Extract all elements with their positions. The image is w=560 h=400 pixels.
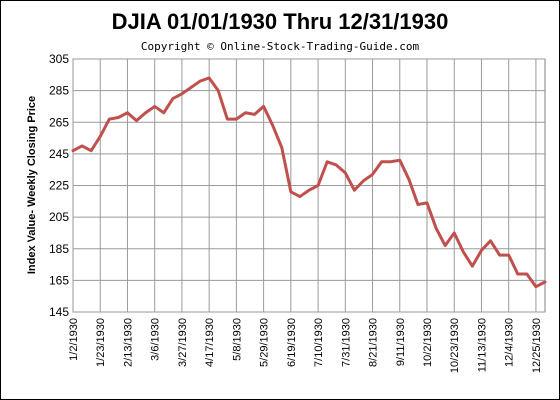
data-point — [316, 184, 320, 187]
chart-subtitle: Copyright © Online-Stock-Trading-Guide.c… — [140, 40, 420, 53]
data-point — [71, 149, 75, 152]
data-point — [307, 189, 311, 192]
data-point — [198, 79, 202, 83]
data-point — [135, 119, 138, 122]
data-point — [443, 244, 447, 247]
data-point — [344, 171, 347, 175]
x-tick-label: 6/19/1930 — [286, 318, 298, 367]
data-point — [271, 124, 274, 127]
x-tick-label: 7/31/1930 — [340, 318, 352, 367]
data-point — [380, 160, 383, 163]
data-point — [516, 272, 519, 276]
data-point — [99, 135, 102, 138]
y-tick-label: 225 — [49, 179, 69, 193]
data-point — [280, 146, 283, 149]
x-tick-label: 4/17/1930 — [204, 318, 216, 367]
x-tick-label: 12/25/1930 — [531, 318, 543, 373]
data-point — [480, 249, 483, 252]
x-tick-label: 10/2/1930 — [422, 318, 434, 367]
data-point — [126, 111, 129, 114]
data-point — [144, 111, 147, 114]
y-tick-label: 285 — [49, 84, 69, 98]
data-point — [189, 86, 193, 89]
data-point — [235, 117, 238, 121]
data-point — [453, 231, 456, 235]
x-tick-label: 5/8/1930 — [231, 318, 243, 361]
data-point — [80, 144, 84, 148]
data-point — [298, 195, 302, 198]
y-tick-label: 305 — [49, 52, 69, 66]
data-point — [89, 149, 93, 152]
y-axis-label: Index Value- Weekly Closing Price — [26, 96, 38, 274]
data-point — [253, 113, 256, 116]
x-tick-label: 2/13/1930 — [122, 318, 134, 367]
data-point — [335, 163, 338, 167]
data-point — [207, 76, 211, 80]
data-point — [425, 201, 429, 205]
data-point — [498, 253, 501, 257]
data-point — [289, 190, 293, 194]
data-point — [371, 173, 374, 176]
data-point — [262, 105, 265, 108]
data-point — [543, 280, 547, 284]
y-tick-label: 165 — [49, 273, 69, 287]
y-tick-label: 185 — [49, 242, 69, 256]
y-tick-label: 245 — [49, 147, 69, 161]
data-point — [325, 160, 329, 163]
data-point — [471, 264, 474, 268]
x-tick-label: 11/13/1930 — [476, 318, 488, 372]
data-point — [362, 179, 365, 182]
y-tick-label: 145 — [49, 305, 69, 319]
x-tick-label: 3/27/1930 — [177, 318, 189, 367]
y-tick-label: 265 — [49, 115, 69, 129]
x-tick-label: 8/21/1930 — [368, 318, 380, 367]
data-point — [416, 203, 420, 206]
data-point — [162, 111, 165, 114]
x-tick-label: 1/23/1930 — [95, 318, 107, 367]
data-point — [217, 89, 220, 92]
grid-lines — [72, 58, 545, 313]
x-tick-label: 3/6/1930 — [150, 318, 162, 361]
data-point — [462, 250, 465, 254]
data-point — [153, 105, 156, 108]
x-axis-ticks: 1/2/1930 1/23/1930 2/13/1930 3/6/1930 3/27/1… — [68, 318, 543, 373]
data-point — [398, 159, 401, 162]
data-point — [117, 116, 120, 119]
x-tick-label: 12/4/1930 — [504, 318, 516, 367]
data-point — [525, 272, 529, 276]
chart-title: DJIA 01/01/1930 Thru 12/31/1930 — [111, 9, 449, 34]
data-point — [407, 177, 411, 181]
x-tick-label: 9/11/1930 — [395, 318, 407, 366]
data-point — [108, 117, 111, 121]
y-tick-label: 205 — [49, 210, 69, 224]
x-tick-label: 1/2/1930 — [68, 318, 80, 361]
data-point — [507, 253, 510, 257]
data-point — [180, 92, 184, 95]
x-tick-label: 5/29/1930 — [259, 318, 271, 367]
x-tick-label: 10/23/1930 — [449, 318, 461, 373]
data-point — [489, 239, 492, 243]
x-tick-label: 7/10/1930 — [313, 318, 325, 367]
data-point — [244, 111, 247, 114]
data-point — [171, 97, 175, 100]
data-point — [534, 285, 538, 288]
data-points — [71, 76, 547, 288]
data-point — [353, 189, 356, 192]
data-point — [389, 160, 392, 163]
data-point — [434, 226, 438, 230]
y-axis-ticks: 145 165 185 205 225 245 265 285 305 — [49, 52, 69, 319]
data-point — [226, 117, 229, 121]
